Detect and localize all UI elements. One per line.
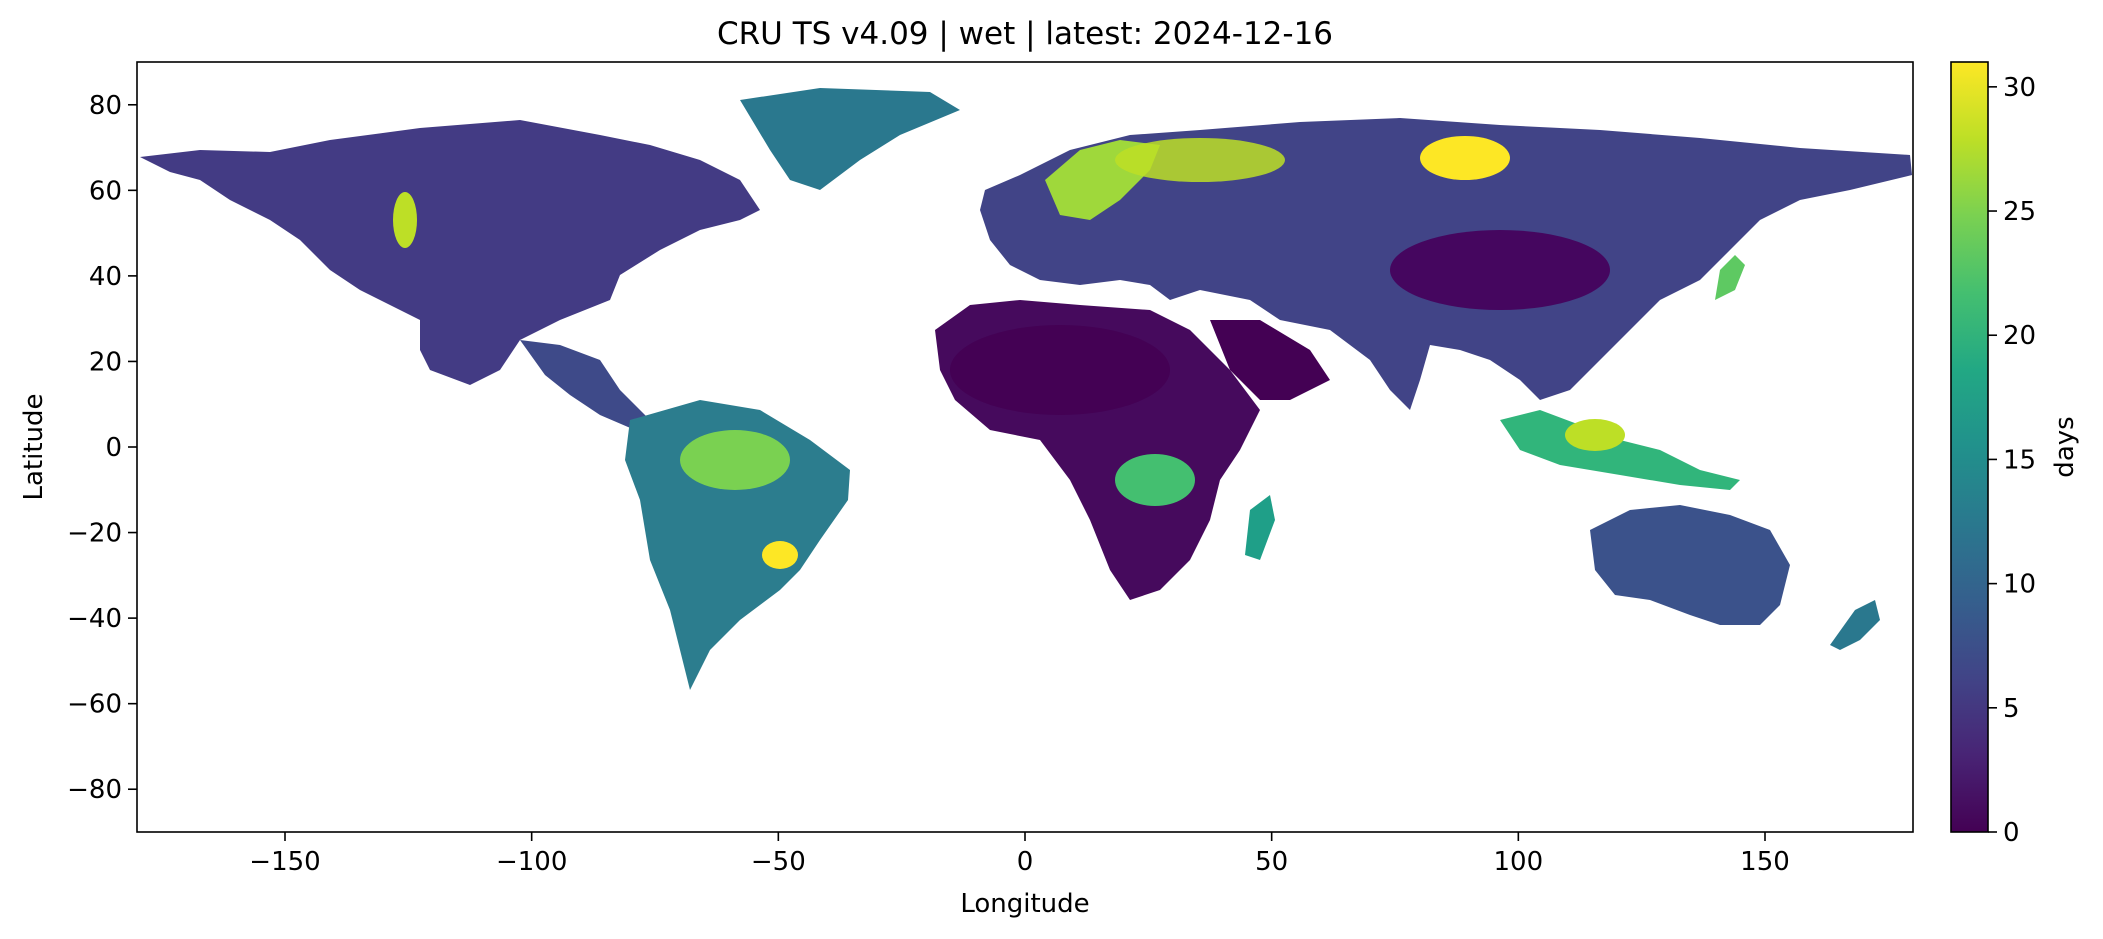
south-america-landmass	[625, 400, 850, 690]
x-axis: −150 −100 −50 0 50 100 150	[249, 832, 1790, 877]
x-tick-label: 100	[1494, 847, 1544, 877]
central-america-landmass	[520, 340, 650, 430]
amazon-wet-region	[680, 430, 790, 490]
x-tick-label: 50	[1255, 847, 1288, 877]
colorbar-tick-label: 10	[2003, 570, 2036, 600]
new-zealand-landmass	[1830, 600, 1880, 650]
pacific-northwest-wet-strip	[393, 192, 417, 248]
colorbar-ticks: 0 5 10 15 20 25 30	[1988, 73, 2036, 848]
japan-landmass	[1715, 255, 1745, 300]
y-tick-label: 20	[89, 347, 122, 377]
x-tick-label: 0	[1017, 847, 1034, 877]
y-tick-label: −40	[67, 604, 122, 634]
sahara-dry-core	[950, 325, 1170, 415]
y-tick-label: −20	[67, 519, 122, 549]
northern-europe-wet-band	[1115, 138, 1285, 182]
madagascar-landmass	[1245, 495, 1275, 560]
y-tick-label: 0	[105, 433, 122, 463]
y-axis: −80 −60 −40 −20 0 20 40 60 80	[67, 91, 137, 805]
colorbar-gradient	[1950, 61, 1989, 833]
colorbar-tick-label: 5	[2003, 694, 2020, 724]
plot-area	[136, 61, 1914, 833]
x-tick-label: −50	[751, 847, 806, 877]
y-axis-title: Latitude	[19, 393, 49, 500]
y-tick-label: −60	[67, 690, 122, 720]
x-tick-label: 150	[1740, 847, 1790, 877]
y-tick-label: 80	[89, 91, 122, 121]
colorbar: 0 5 10 15 20 25 30 days	[1950, 61, 2080, 848]
x-tick-label: −100	[496, 847, 567, 877]
australia-landmass	[1590, 505, 1790, 625]
colorbar-tick-label: 15	[2003, 445, 2036, 475]
y-tick-label: 40	[89, 262, 122, 292]
plot-title: CRU TS v4.09 | wet | latest: 2024-12-16	[717, 16, 1333, 52]
y-tick-label: −80	[67, 775, 122, 805]
north-america-landmass	[140, 120, 760, 385]
colorbar-tick-label: 20	[2003, 321, 2036, 351]
western-siberia-wet-maximum	[1420, 136, 1510, 180]
central-asia-dry-region	[1390, 230, 1610, 310]
colorbar-label: days	[2050, 416, 2080, 477]
y-tick-label: 60	[89, 176, 122, 206]
greenland-landmass	[740, 88, 960, 190]
central-africa-wet-region	[1115, 454, 1195, 506]
arabian-peninsula-landmass	[1210, 320, 1330, 400]
land-data-field	[140, 88, 1912, 690]
southeast-brazil-wet-spot	[762, 541, 798, 569]
colorbar-tick-label: 0	[2003, 818, 2020, 848]
colorbar-tick-label: 25	[2003, 197, 2036, 227]
colorbar-tick-label: 30	[2003, 73, 2036, 103]
borneo-wet-region	[1565, 419, 1625, 451]
southeast-asia-landmass	[1500, 410, 1740, 490]
x-axis-title: Longitude	[960, 889, 1089, 919]
x-tick-label: −150	[249, 847, 320, 877]
